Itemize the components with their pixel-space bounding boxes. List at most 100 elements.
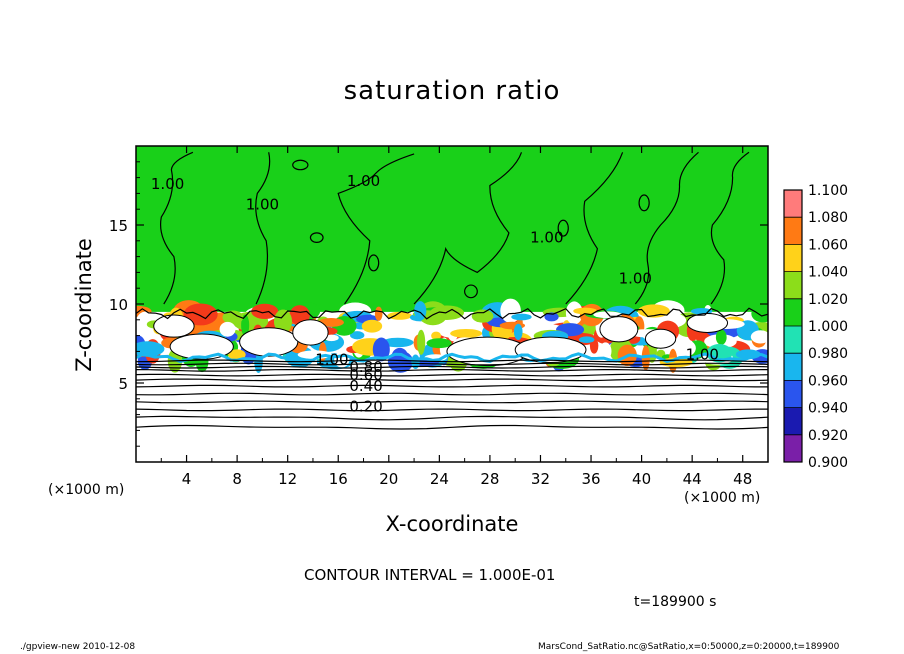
colorbar-label: 1.000 bbox=[808, 319, 848, 335]
contour-line bbox=[464, 284, 478, 299]
field-pocket bbox=[644, 328, 677, 349]
field-cell bbox=[273, 309, 293, 334]
y-axis-ticks: 5 10 15 bbox=[109, 161, 768, 447]
x-tick-label: 44 bbox=[683, 470, 702, 488]
contour-line bbox=[638, 194, 650, 212]
x-tick-label: 4 bbox=[182, 470, 192, 488]
contour-line bbox=[136, 362, 768, 366]
field-cell bbox=[426, 338, 452, 349]
footer-right: MarsCond_SatRatio.nc@SatRatio,x=0:50000,… bbox=[538, 642, 840, 652]
x-tick-label: 24 bbox=[430, 470, 449, 488]
field-cell bbox=[228, 349, 246, 360]
x-tick-label: 12 bbox=[278, 470, 297, 488]
colorbar: 0.900 0.920 0.940 0.960 0.980 1.000 1.020 1.040… bbox=[783, 183, 848, 471]
x-tick-label: 20 bbox=[379, 470, 398, 488]
contour-line bbox=[255, 152, 271, 305]
field-cell bbox=[136, 341, 165, 357]
field-cell bbox=[735, 349, 761, 360]
contour-line bbox=[136, 384, 768, 388]
contour-line bbox=[136, 369, 768, 372]
contour-line bbox=[136, 307, 768, 320]
field-cell bbox=[573, 307, 598, 315]
colorbar-label: 1.020 bbox=[808, 292, 848, 308]
contour-line bbox=[160, 151, 194, 305]
contour-label: 1.00 bbox=[619, 270, 652, 288]
field-pocket bbox=[153, 314, 195, 338]
contour-line bbox=[136, 359, 768, 363]
contour-label: 1.00 bbox=[151, 175, 184, 193]
footer-left: ./gpview-new 2010-12-08 bbox=[20, 642, 136, 652]
field-pocket bbox=[599, 316, 639, 343]
field-cell bbox=[417, 329, 426, 355]
field-cell bbox=[374, 306, 383, 321]
contour-line bbox=[367, 254, 380, 272]
contour-line bbox=[136, 392, 768, 396]
contour-label: 0.80 bbox=[349, 358, 382, 376]
contour-line bbox=[292, 159, 309, 171]
x-axis-ticks: 4 8 12 16 20 24 28 32 36 40 44 48 bbox=[160, 146, 752, 488]
contour-line bbox=[136, 373, 768, 377]
colorbar-label: 1.080 bbox=[808, 210, 848, 226]
field-cell bbox=[471, 309, 494, 323]
colorbar-segment bbox=[784, 380, 802, 408]
colorbar-segment bbox=[784, 434, 802, 462]
field-cell bbox=[750, 330, 768, 344]
field-cell bbox=[251, 303, 279, 320]
time-label: t=189900 s bbox=[634, 594, 717, 610]
x-tick-label: 36 bbox=[581, 470, 600, 488]
contour-line bbox=[309, 232, 324, 243]
x-tick-label: 48 bbox=[733, 470, 752, 488]
colorbar-segment bbox=[784, 244, 802, 272]
field-cell bbox=[381, 337, 414, 348]
colorbar-label: 1.040 bbox=[808, 265, 848, 281]
contour-line bbox=[557, 219, 569, 237]
field-cell bbox=[350, 331, 365, 340]
x-tick-label: 32 bbox=[531, 470, 550, 488]
colorbar-segment bbox=[784, 353, 802, 381]
contour-label: 1.00 bbox=[246, 195, 279, 213]
field-cell bbox=[513, 323, 523, 341]
contour-interval-label: CONTOUR INTERVAL = 1.000E-01 bbox=[304, 566, 556, 584]
contour-labels: 0.200.400.600.801.00 1.001.001.001.001.00… bbox=[151, 172, 719, 416]
contour-line bbox=[710, 151, 750, 305]
field-cell bbox=[219, 321, 236, 337]
contour-line bbox=[136, 400, 768, 404]
colorbar-segment bbox=[784, 326, 802, 354]
colorbar-label: 1.060 bbox=[808, 237, 848, 253]
field-cell bbox=[183, 303, 218, 326]
field-cell bbox=[372, 337, 390, 362]
field-cell bbox=[361, 319, 383, 333]
y-tick-label: 15 bbox=[109, 217, 128, 235]
contour-label: 1.00 bbox=[347, 172, 380, 190]
colorbar-segment bbox=[784, 407, 802, 435]
colorbar-label: 0.900 bbox=[808, 455, 848, 471]
contour-line bbox=[136, 415, 768, 421]
colorbar-segment bbox=[784, 271, 802, 299]
colorbar-label: 1.100 bbox=[808, 183, 848, 199]
contour-line bbox=[413, 152, 523, 305]
contour-label: 0.60 bbox=[349, 366, 382, 384]
y-axis-label: Z-coordinate bbox=[72, 238, 96, 372]
contour-line bbox=[136, 378, 768, 382]
field-cell bbox=[387, 311, 413, 320]
contour-label: 1.00 bbox=[315, 350, 348, 368]
field-cell bbox=[450, 328, 483, 338]
contour-line bbox=[634, 151, 699, 305]
field-cell bbox=[241, 314, 250, 336]
colorbar-segment bbox=[784, 298, 802, 326]
colorbar-segment bbox=[784, 217, 802, 245]
field-cell bbox=[715, 329, 727, 345]
contour-lines bbox=[136, 151, 768, 430]
colorbar-segment bbox=[784, 190, 802, 218]
field-cell bbox=[676, 339, 696, 357]
x-tick-label: 28 bbox=[480, 470, 499, 488]
contour-line bbox=[136, 365, 768, 369]
saturation-field bbox=[136, 146, 768, 462]
y-tick-label: 10 bbox=[109, 296, 128, 314]
contour-label: 1.00 bbox=[530, 229, 563, 247]
field-cell bbox=[446, 317, 459, 342]
field-pocket bbox=[239, 327, 299, 357]
field-cell bbox=[565, 301, 583, 325]
field-cell bbox=[222, 310, 244, 325]
